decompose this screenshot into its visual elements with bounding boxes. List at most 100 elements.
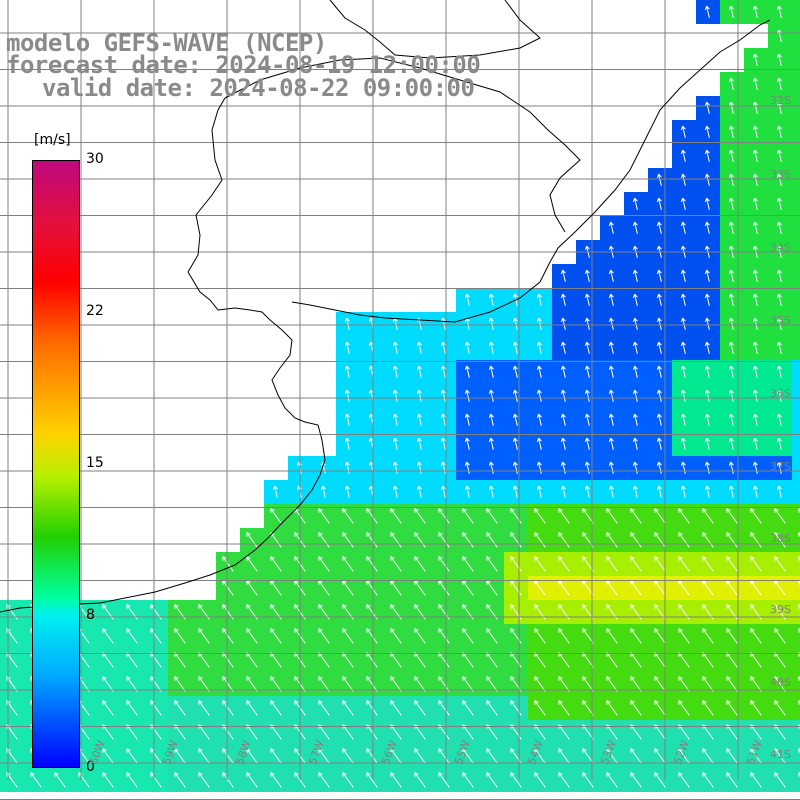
wind-arrow (726, 676, 738, 692)
wind-arrow (728, 77, 734, 90)
wind-arrow (632, 269, 638, 282)
wind-arrow (366, 628, 378, 644)
wind-arrow (776, 341, 782, 354)
wind-arrow (486, 748, 498, 764)
wind-arrow (654, 676, 666, 692)
wind-arrow (440, 437, 446, 450)
wind-arrow (774, 772, 786, 788)
wind-arrow (728, 389, 734, 402)
wind-arrow (584, 413, 590, 426)
lat-label: 41S (770, 748, 791, 761)
wind-cell (792, 528, 800, 552)
wind-arrow (344, 317, 350, 330)
wind-arrow (320, 485, 326, 498)
wind-arrow (560, 485, 566, 498)
wind-arrow (630, 676, 642, 692)
wind-arrow (632, 341, 638, 354)
wind-arrow (392, 413, 398, 426)
wind-cell (792, 72, 800, 96)
wind-arrow (704, 5, 710, 18)
wind-arrow (486, 556, 498, 572)
lat-label: 37S (770, 460, 791, 473)
wind-arrow (726, 556, 738, 572)
wind-arrow (440, 413, 446, 426)
wind-cell (792, 360, 800, 384)
wind-arrow (438, 556, 450, 572)
wind-arrow (584, 485, 590, 498)
wind-arrow (414, 772, 426, 788)
wind-arrow (798, 628, 800, 633)
wind-arrow (486, 628, 498, 644)
wind-arrow (752, 437, 758, 450)
wind-arrow (534, 628, 546, 644)
wind-arrow (608, 437, 614, 450)
wind-arrow (776, 461, 782, 474)
wind-arrow (416, 413, 422, 426)
wind-arrow (680, 413, 686, 426)
wind-arrow (632, 293, 638, 306)
wind-arrow (774, 628, 786, 644)
forecast-date: forecast date: 2024-08-19 12:00:00 (6, 51, 481, 79)
wind-arrow (416, 341, 422, 354)
wind-arrow (656, 341, 662, 354)
wind-arrow (534, 556, 546, 572)
wind-arrow (390, 532, 402, 548)
wind-arrow (728, 461, 734, 474)
wind-arrow (390, 628, 402, 644)
wind-arrow (728, 437, 734, 450)
wind-arrow (512, 461, 518, 474)
wind-cell (792, 48, 800, 72)
wind-cell (792, 696, 800, 720)
wind-arrow (510, 508, 522, 524)
colorbar (32, 160, 80, 768)
wind-arrow (318, 676, 330, 692)
wind-arrow (726, 532, 738, 548)
wind-arrow (656, 461, 662, 474)
wind-cell (792, 0, 800, 24)
wind-arrow (414, 676, 426, 692)
lat-label: 40S (770, 676, 791, 689)
wind-arrow (464, 413, 470, 426)
wind-arrow (654, 508, 666, 524)
wind-arrow (776, 485, 782, 498)
wind-arrow (656, 221, 662, 234)
wind-arrow (342, 532, 354, 548)
wind-arrow (536, 341, 542, 354)
wind-arrow (606, 772, 618, 788)
wind-arrow (608, 485, 614, 498)
wind-arrow (678, 628, 690, 644)
wind-arrow (560, 365, 566, 378)
wind-arrow (126, 772, 138, 788)
wind-arrow (174, 772, 186, 788)
lat-label: 32S (770, 94, 791, 107)
wind-arrow (750, 556, 762, 572)
wind-arrow (776, 77, 782, 90)
wind-arrow (752, 53, 758, 66)
wind-arrow (392, 437, 398, 450)
wind-cell (792, 216, 800, 240)
wind-arrow (560, 389, 566, 402)
wind-arrow (702, 508, 714, 524)
wind-arrow (776, 389, 782, 402)
wind-arrow (246, 628, 258, 644)
wind-arrow (488, 341, 494, 354)
wind-arrow (632, 317, 638, 330)
wind-arrow (390, 700, 402, 716)
wind-arrow (536, 437, 542, 450)
wind-arrow (728, 485, 734, 498)
wind-arrow (630, 556, 642, 572)
lat-label: 39S (770, 603, 791, 616)
wind-cell (792, 744, 800, 768)
coastline (0, 97, 326, 613)
wind-arrow (558, 700, 570, 716)
wind-arrow (654, 700, 666, 716)
wind-cell (792, 192, 800, 216)
wind-cell (792, 600, 800, 624)
wind-arrow (776, 197, 782, 210)
wind-cell (792, 408, 800, 432)
wind-arrow (776, 413, 782, 426)
wind-arrow (488, 293, 494, 306)
wind-arrow (462, 676, 474, 692)
wind-arrow (462, 532, 474, 548)
wind-arrow (536, 317, 542, 330)
